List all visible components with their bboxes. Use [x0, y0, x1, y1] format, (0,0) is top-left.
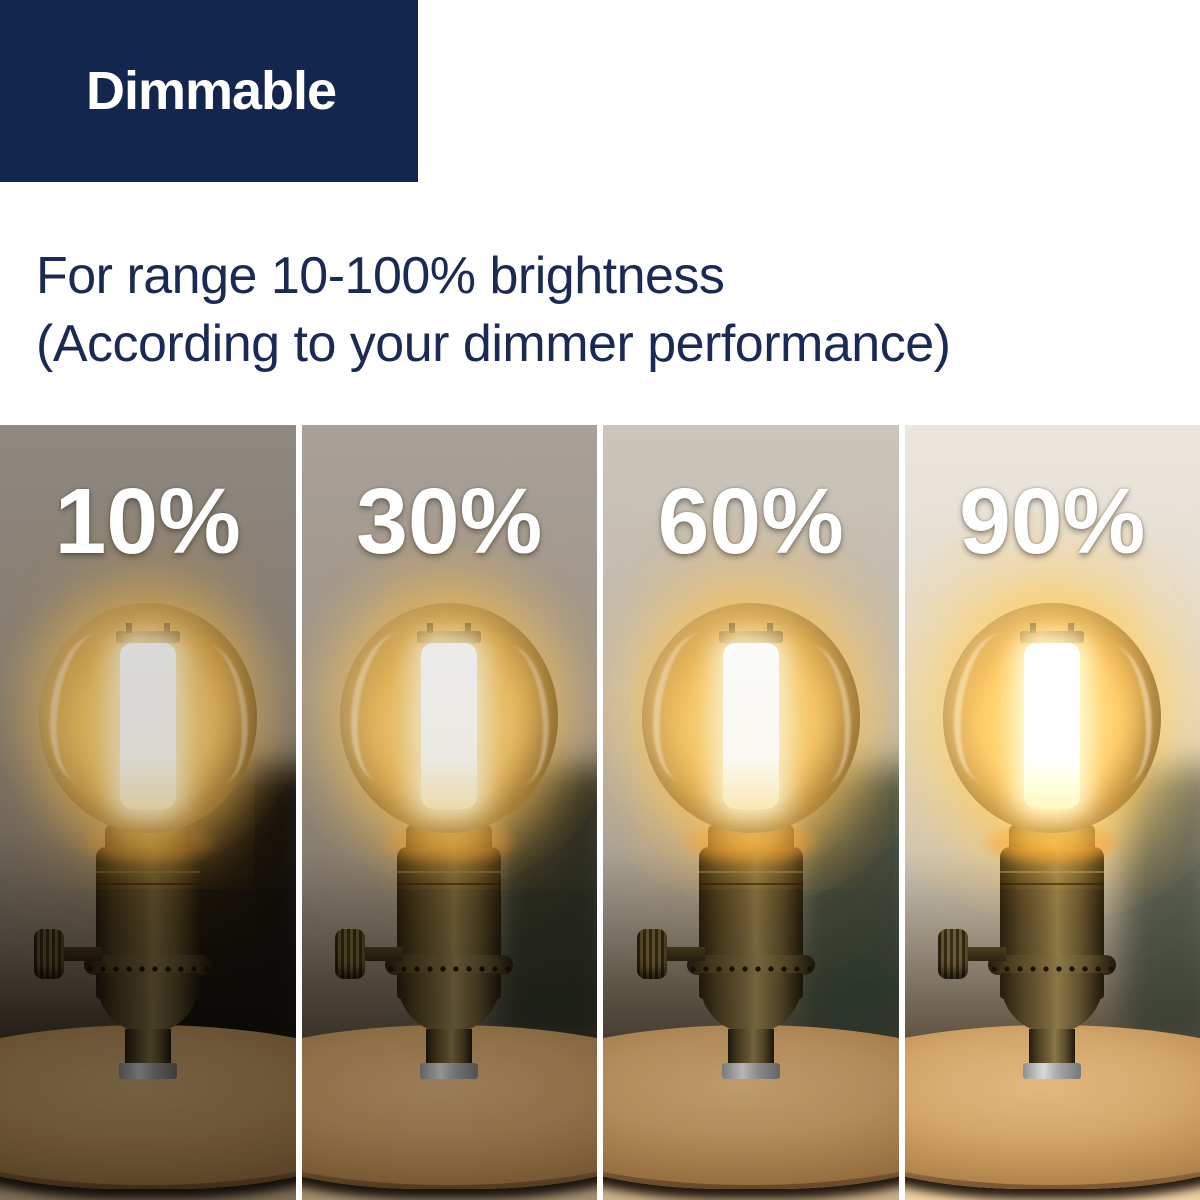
- socket-nut: [118, 1063, 177, 1079]
- socket-stem: [727, 1029, 774, 1069]
- light-bulb: [943, 603, 1162, 833]
- description-line-2: (According to your dimmer performance): [36, 314, 951, 373]
- filament-connector: [1020, 623, 1085, 643]
- lamp-socket: [636, 825, 846, 1085]
- dimmer-knob-stem: [359, 947, 404, 961]
- brightness-panel-60: 60%: [603, 425, 899, 1200]
- socket-nut: [721, 1063, 780, 1079]
- socket-ridge: [1000, 871, 1105, 885]
- lamp-socket: [335, 825, 544, 1085]
- socket-nut: [1023, 1063, 1082, 1079]
- wooden-base: [603, 425, 899, 1200]
- dimmer-knob-stem: [660, 947, 705, 961]
- badge-label: Dimmable: [86, 61, 337, 121]
- brightness-label: 90%: [959, 469, 1146, 573]
- dimmer-knob: [33, 929, 64, 979]
- filament-connector: [417, 623, 482, 643]
- socket-flange: [686, 955, 815, 975]
- socket-flange: [83, 955, 212, 975]
- light-bulb: [340, 603, 559, 833]
- socket-ridge: [397, 871, 502, 885]
- description-line-1: For range 10-100% brightness: [36, 247, 725, 305]
- socket-ridge: [95, 871, 200, 885]
- brightness-label: 30%: [356, 469, 543, 573]
- brightness-label: 60%: [657, 469, 844, 573]
- description-text: For range 10-100% brightness (According …: [36, 243, 951, 378]
- socket-stem: [1029, 1029, 1076, 1069]
- socket-cup: [699, 973, 802, 1033]
- light-bulb: [641, 603, 860, 833]
- socket-cup: [398, 973, 501, 1033]
- brightness-panel-90: 90%: [904, 425, 1200, 1200]
- socket-nut: [420, 1063, 479, 1079]
- socket-cup: [96, 973, 199, 1033]
- led-filament: [1024, 643, 1081, 809]
- brightness-panel-30: 30%: [301, 425, 597, 1200]
- light-bulb: [38, 603, 257, 833]
- dimmer-knob-stem: [962, 947, 1007, 961]
- filament-connector: [718, 623, 783, 643]
- led-filament: [119, 643, 176, 809]
- socket-ridge: [698, 871, 803, 885]
- dimmer-knob-stem: [57, 947, 102, 961]
- socket-cup: [1001, 973, 1104, 1033]
- dimmer-knob: [938, 929, 969, 979]
- brightness-panel-10: 10%: [0, 425, 296, 1200]
- socket-stem: [426, 1029, 473, 1069]
- socket-flange: [385, 955, 514, 975]
- brightness-comparison-strip: 10%: [0, 425, 1200, 1200]
- brightness-label: 10%: [54, 469, 241, 573]
- led-filament: [421, 643, 478, 809]
- filament-connector: [115, 623, 180, 643]
- wooden-base: [904, 425, 1200, 1200]
- dimmer-knob: [335, 929, 366, 979]
- dimmable-badge: Dimmable: [0, 0, 418, 182]
- led-filament: [722, 643, 779, 809]
- dimmer-knob: [636, 929, 667, 979]
- lamp-socket: [33, 825, 243, 1085]
- socket-stem: [124, 1029, 171, 1069]
- socket-flange: [988, 955, 1117, 975]
